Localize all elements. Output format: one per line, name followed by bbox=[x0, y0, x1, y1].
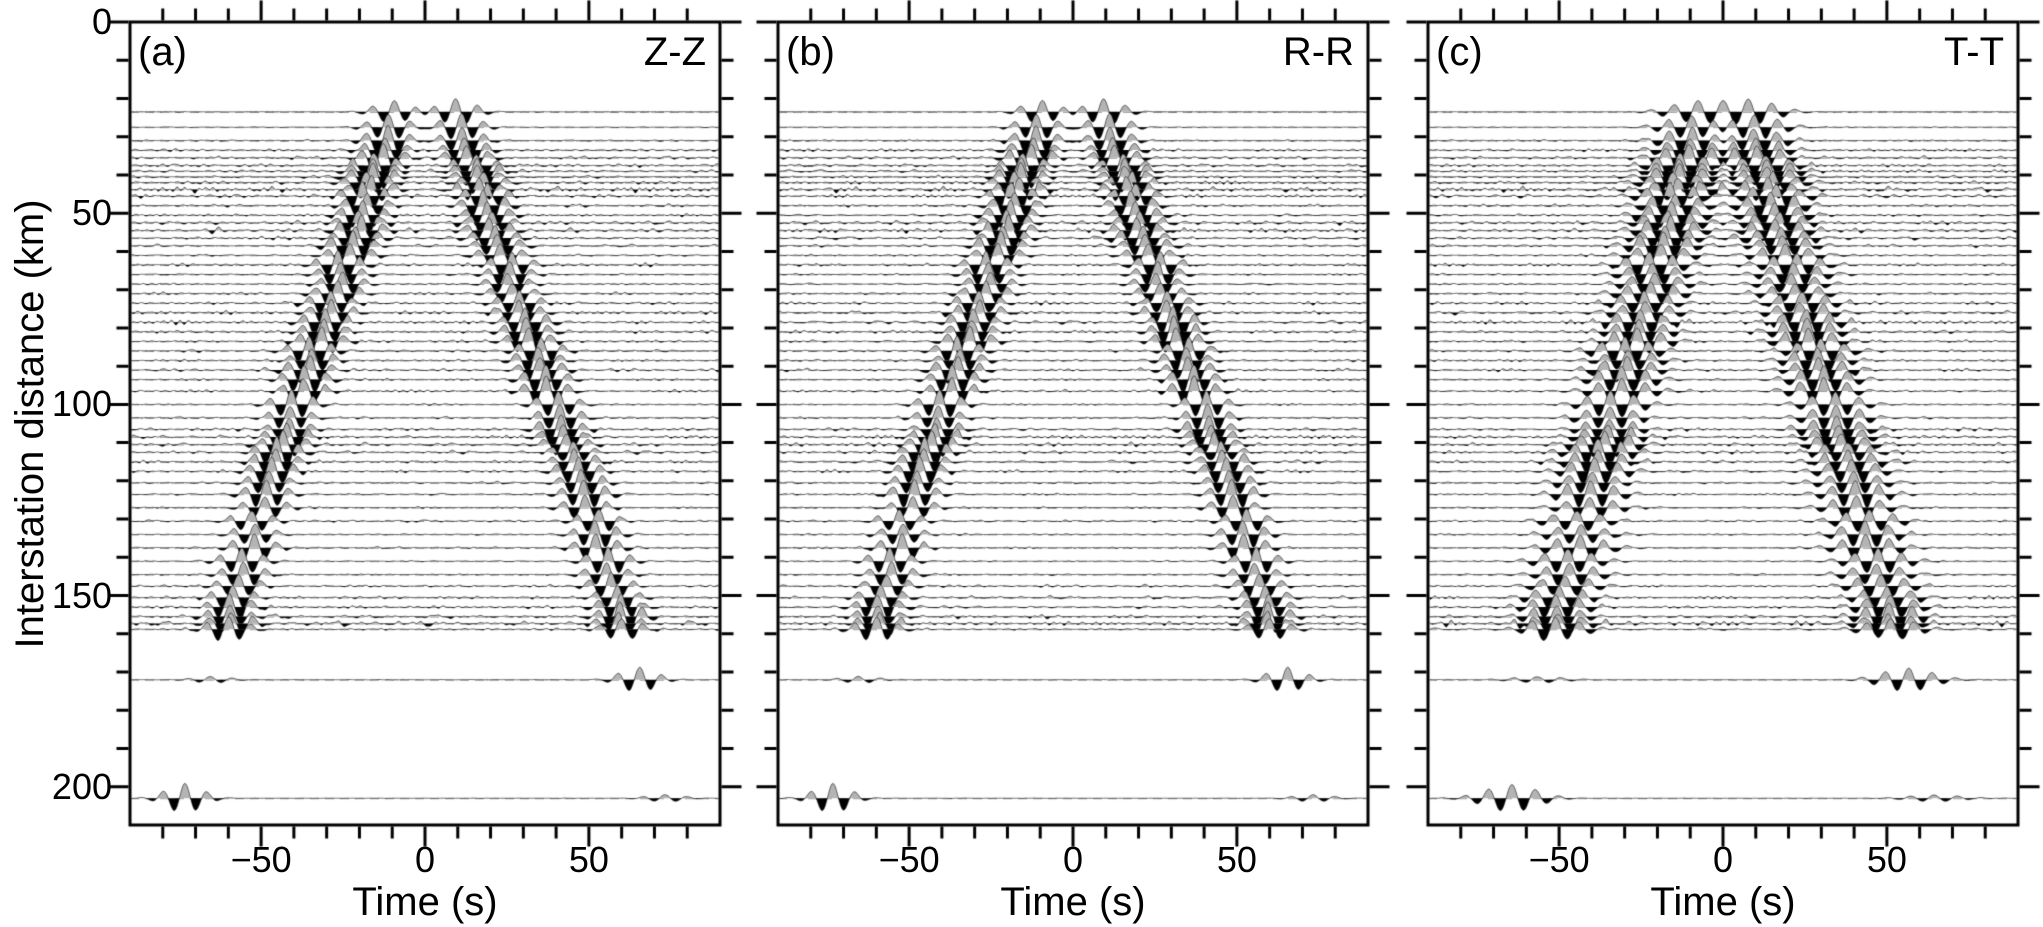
x-tick-label: 0 bbox=[1062, 839, 1084, 880]
x-axis-label-b: Time (s) bbox=[1000, 880, 1146, 924]
y-tick-label: 200 bbox=[51, 765, 112, 807]
x-tick-label: 0 bbox=[414, 839, 436, 880]
x-tick-label: −50 bbox=[230, 839, 292, 880]
panel-letter-b: (b) bbox=[786, 30, 835, 74]
x-tick-label: 0 bbox=[1712, 839, 1734, 880]
x-tick-label: 50 bbox=[1216, 839, 1257, 880]
component-label-tt: T-T bbox=[1944, 30, 2004, 74]
y-tick-label: 150 bbox=[51, 574, 112, 616]
y-tick-label: 50 bbox=[71, 192, 112, 234]
panel-letter-c: (c) bbox=[1436, 30, 1483, 74]
panel-letter-a: (a) bbox=[138, 30, 187, 74]
y-tick-label: 0 bbox=[91, 1, 112, 42]
component-label-zz: Z-Z bbox=[643, 30, 706, 74]
y-tick-label: 100 bbox=[51, 383, 112, 425]
x-axis-label-a: Time (s) bbox=[352, 880, 498, 924]
x-tick-label: −50 bbox=[878, 839, 940, 880]
x-tick-label: 50 bbox=[568, 839, 609, 880]
x-tick-label: −50 bbox=[1528, 839, 1590, 880]
x-axis-label-c: Time (s) bbox=[1650, 880, 1796, 924]
x-tick-label: 50 bbox=[1866, 839, 1907, 880]
component-label-rr: R-R bbox=[1282, 30, 1354, 74]
